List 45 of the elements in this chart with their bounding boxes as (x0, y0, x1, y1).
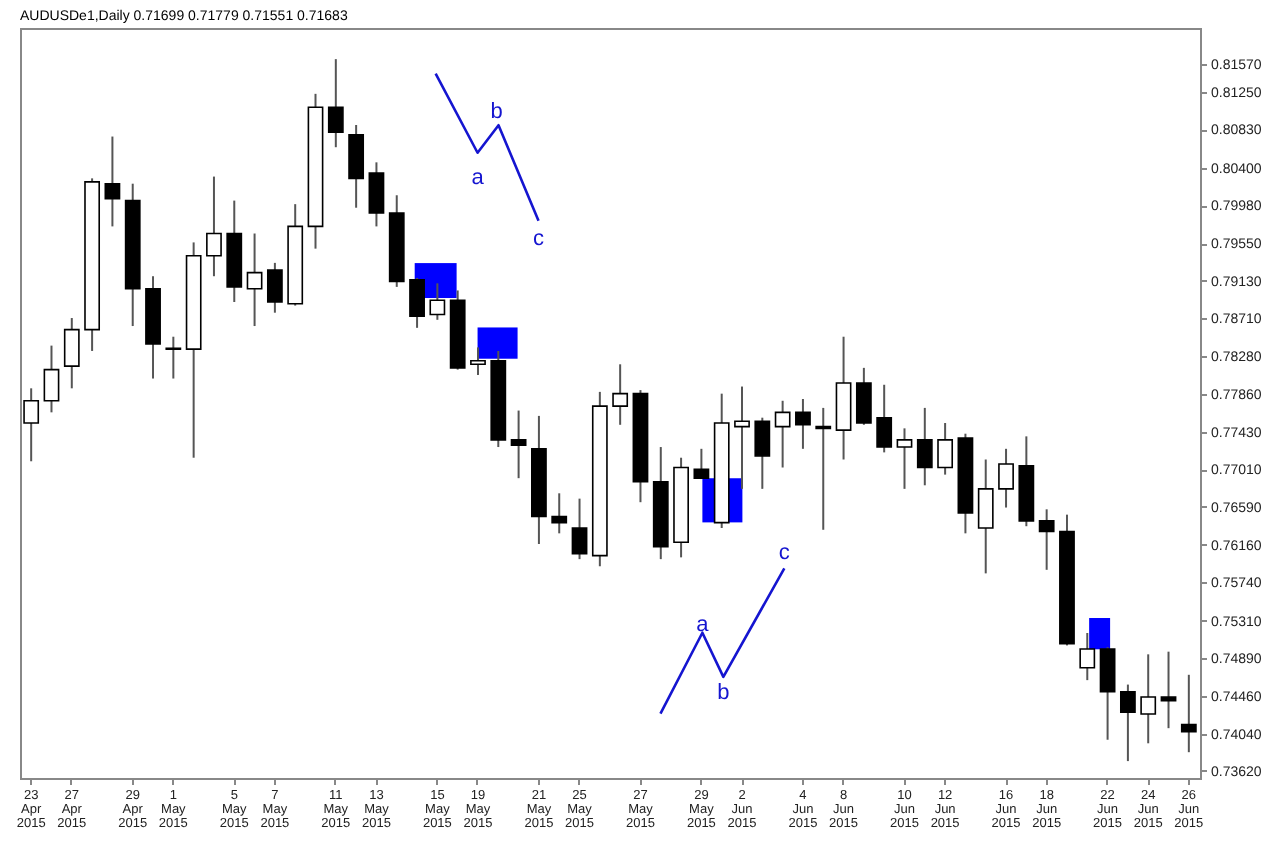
candlestick (63, 317, 80, 390)
candlestick (916, 406, 933, 487)
candlestick (368, 161, 385, 228)
candlestick (104, 135, 121, 228)
candlestick (612, 363, 629, 426)
candlestick (1119, 683, 1136, 763)
candlestick (43, 344, 60, 414)
candlestick (429, 282, 446, 321)
candlestick (23, 387, 40, 463)
candlestick (470, 346, 486, 376)
candlestick (977, 458, 994, 575)
candlestick (348, 123, 365, 209)
candlestick (327, 58, 344, 149)
annotation: a (471, 166, 486, 191)
candlestick (1079, 631, 1096, 682)
candlestick (165, 335, 182, 380)
candlestick (1038, 508, 1055, 571)
candlestick (510, 409, 527, 480)
annotation: c (778, 541, 791, 566)
candlestick (266, 261, 283, 314)
candlestick (206, 175, 222, 278)
candlestick (937, 422, 954, 476)
candlestick (896, 427, 913, 490)
candlestick (774, 399, 791, 469)
annotation: b (490, 100, 503, 125)
candlestick (998, 447, 1014, 509)
candlestick (876, 383, 893, 454)
candlestick (571, 497, 588, 561)
candlestick (1140, 653, 1157, 745)
candlestick (246, 232, 263, 328)
candlestick (1160, 650, 1177, 730)
annotation: c (533, 227, 546, 251)
candlestick (734, 385, 750, 490)
candlestick (795, 398, 811, 450)
annotation: a (696, 613, 711, 638)
candlestick (409, 277, 425, 329)
candlestick (1180, 673, 1197, 754)
candlestick (815, 406, 832, 531)
candlestick (835, 335, 852, 461)
candlestick (754, 416, 771, 490)
candlestick (551, 492, 568, 535)
candlestick (693, 447, 710, 481)
candlestick (1099, 646, 1116, 741)
annotation: b (717, 681, 730, 706)
candlestick (855, 366, 872, 426)
